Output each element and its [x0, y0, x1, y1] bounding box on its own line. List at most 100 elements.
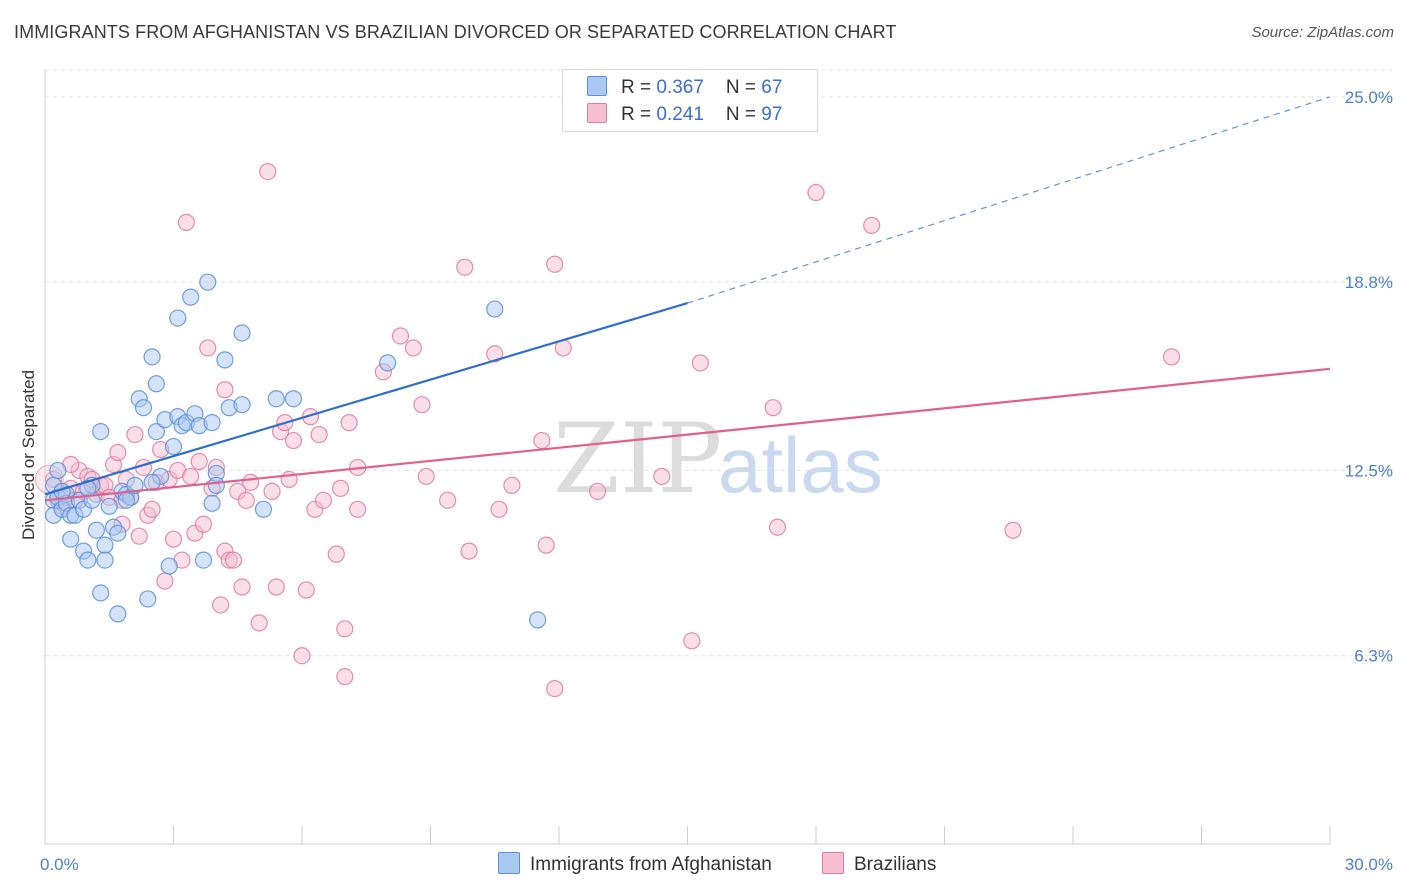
legend-n-value: 97 — [761, 104, 783, 125]
afghanistan-point-34 — [147, 375, 165, 393]
afghanistan-point-39 — [164, 437, 183, 456]
afghanistan-point-59 — [486, 300, 504, 318]
legend-r-label: R = — [621, 77, 657, 98]
brazilians-point-76 — [456, 258, 474, 276]
brazilians-trend-line — [44, 367, 1331, 502]
afghanistan-trend-extension — [687, 96, 1331, 304]
brazilians-point-90 — [764, 399, 782, 417]
brazilians-point-49 — [250, 614, 268, 632]
afghanistan-point-38 — [160, 557, 178, 575]
brazilians-point-40 — [212, 596, 230, 614]
brazilians-point-37 — [199, 339, 217, 357]
brazilians-point-51 — [263, 482, 281, 500]
afghanistan-point-4 — [49, 461, 67, 480]
chart-title: IMMIGRANTS FROM AFGHANISTAN VS BRAZILIAN… — [14, 22, 897, 42]
legend-r-value: 0.367 — [656, 77, 704, 98]
zipatlas-watermark: ZIP atlas — [553, 403, 883, 515]
brazilians-point-77 — [460, 542, 478, 560]
legend-r-value: 0.241 — [656, 104, 704, 125]
afghanistan-point-55 — [254, 500, 273, 518]
brazilians-point-78 — [486, 345, 504, 363]
afghanistan-point-54 — [233, 396, 251, 414]
afghanistan-trend-line — [44, 302, 688, 496]
afghanistan-point-61 — [203, 414, 221, 432]
brazilians-point-21 — [130, 527, 148, 545]
afghanistan-point-33 — [143, 348, 161, 366]
brazilians-point-32 — [177, 213, 195, 232]
afghanistan-point-47 — [194, 551, 213, 569]
brazilians-point-47 — [237, 491, 255, 509]
brazilians-point-95 — [1162, 348, 1181, 366]
brazilians-point-73 — [413, 396, 431, 414]
brazilians-point-81 — [533, 431, 551, 450]
brazilians-point-79 — [490, 500, 508, 518]
afghanistan-point-29 — [126, 476, 144, 494]
brazilians-point-20 — [126, 425, 144, 444]
bottom-legend-label: Brazilians — [854, 854, 937, 875]
brazilians-point-68 — [349, 500, 367, 518]
brazilians-point-84 — [546, 255, 564, 273]
brazilians-point-15 — [109, 443, 127, 462]
afghanistan-point-35 — [147, 422, 165, 441]
afghanistan-point-48 — [199, 273, 217, 291]
afghanistan-point-20 — [96, 536, 114, 554]
brazilians-point-42 — [216, 381, 234, 399]
brazilians-point-75 — [439, 491, 457, 509]
axes — [44, 70, 1331, 845]
brazilians-point-92 — [807, 183, 825, 202]
afghanistan-point-51 — [216, 351, 234, 369]
brazilians-point-89 — [691, 354, 709, 372]
legend-n-value: 67 — [761, 77, 783, 98]
correlation-legend: R = 0.367 N = 67 R = 0.241 N = 97 — [562, 69, 818, 132]
brazilians-point-83 — [546, 680, 564, 698]
afghanistan-point-32 — [139, 590, 157, 608]
tick-labels: 6.3% 12.5% 18.8% 25.0% 0.0% 30.0% — [40, 88, 1393, 874]
afghanistan-point-9 — [62, 530, 80, 548]
brazilians-point-82 — [537, 536, 555, 554]
watermark-atlas: atlas — [718, 421, 883, 509]
brazilians-point-86 — [588, 482, 607, 500]
afghanistan-point-14 — [79, 551, 97, 569]
legend-r-label: R = — [621, 104, 657, 125]
watermark-zip: ZIP — [553, 403, 722, 515]
legend-swatch-blue — [587, 76, 607, 96]
y-tick-label-2: 18.8% — [1345, 273, 1393, 292]
legend-n-label: N = — [725, 104, 762, 125]
brazilians-point-36 — [194, 515, 213, 533]
brazilians-point-50 — [259, 163, 277, 181]
brazilians-point-57 — [293, 647, 311, 665]
y-tick-label-1: 12.5% — [1345, 461, 1393, 480]
y-tick-label-0: 6.3% — [1354, 647, 1393, 666]
brazilians-point-29 — [164, 530, 183, 548]
afghanistan-point-49 — [203, 494, 221, 512]
afghanistan-point-21 — [96, 551, 114, 569]
afghanistan-point-25 — [109, 605, 127, 623]
brazilians-point-33 — [182, 467, 200, 486]
brazilians-point-46 — [233, 578, 251, 596]
source-credit: Source: ZipAtlas.com — [1251, 24, 1394, 41]
brazilians-point-87 — [653, 467, 671, 486]
brazilians-point-35 — [190, 452, 208, 471]
afghanistan-point-66 — [207, 476, 225, 494]
afghanistan-point-22 — [100, 497, 118, 515]
brazilians-points — [34, 163, 1181, 698]
afghanistan-point-40 — [169, 309, 187, 327]
brazilians-point-58 — [297, 581, 315, 599]
brazilians-point-71 — [391, 327, 410, 345]
brazilians-point-52 — [267, 578, 285, 596]
afghanistan-point-24 — [109, 524, 127, 542]
bottom-legend-brazilians: Brazilians — [822, 852, 936, 876]
brazilians-point-44 — [224, 551, 243, 569]
brazilians-point-65 — [336, 620, 354, 638]
afghanistan-point-57 — [284, 390, 303, 408]
bottom-legend-swatch-pink — [822, 852, 844, 874]
brazilians-point-56 — [284, 431, 303, 450]
brazilians-point-66 — [336, 668, 354, 686]
afghanistan-point-18 — [92, 422, 110, 441]
brazilians-point-94 — [1004, 521, 1022, 539]
grid-lines — [45, 69, 1392, 657]
brazilians-point-61 — [310, 425, 328, 444]
brazilians-point-62 — [314, 491, 333, 509]
y-tick-label-3: 25.0% — [1345, 88, 1393, 107]
